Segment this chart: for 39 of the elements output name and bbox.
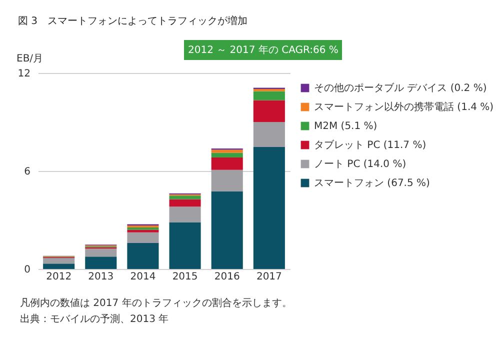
legend-label: その他のポータブル デバイス (0.2 %) xyxy=(314,82,487,94)
y-tick-label: 12 xyxy=(18,68,30,80)
legend-label: スマートフォン (67.5 %) xyxy=(314,178,430,189)
bar xyxy=(253,91,285,100)
bar xyxy=(43,258,75,264)
bar xyxy=(169,199,201,207)
bar xyxy=(127,230,159,232)
y-tick-label: 6 xyxy=(24,166,30,178)
text: 2012 ～ 2017 年の CAGR:66 % xyxy=(184,40,342,60)
legend-label: ノート PC (14.0 %) xyxy=(314,159,406,170)
bar xyxy=(85,248,117,257)
y-axis-title: EB/月 xyxy=(16,54,44,64)
chart-title: 図 3 スマートフォンによってトラフィックが増加 xyxy=(18,14,248,28)
bar xyxy=(169,196,201,200)
x-tick-label: 2014 xyxy=(130,272,156,282)
x-tick-label: 2017 xyxy=(256,272,282,282)
legend-label: スマートフォン以外の携帯電話 (1.4 %) xyxy=(314,101,494,113)
bar xyxy=(211,157,243,170)
source-note: 出典：モバイルの予測、2013 年 xyxy=(20,312,170,327)
legend-label: タブレット PC (11.7 %) xyxy=(314,139,426,151)
text: 凡例内の数値は 2017 年のトラフィックの割合を示します。 xyxy=(20,296,292,311)
bar xyxy=(169,222,201,269)
y-tick-label: 0 xyxy=(24,264,30,276)
bar xyxy=(253,122,285,147)
bar xyxy=(211,170,243,192)
x-tick-label: 2013 xyxy=(88,272,114,282)
x-tick-label: 2016 xyxy=(214,272,240,282)
bar xyxy=(127,232,159,244)
bar xyxy=(253,146,285,269)
bar xyxy=(169,206,201,222)
bar xyxy=(85,256,117,269)
x-tick-label: 2015 xyxy=(172,272,198,282)
bar xyxy=(253,100,285,122)
x-tick-label: 2012 xyxy=(46,272,72,282)
bar xyxy=(127,243,159,269)
bar xyxy=(211,152,243,158)
legend-label: M2M (5.1 %) xyxy=(314,121,378,132)
bar xyxy=(211,191,243,269)
bar xyxy=(43,264,75,269)
